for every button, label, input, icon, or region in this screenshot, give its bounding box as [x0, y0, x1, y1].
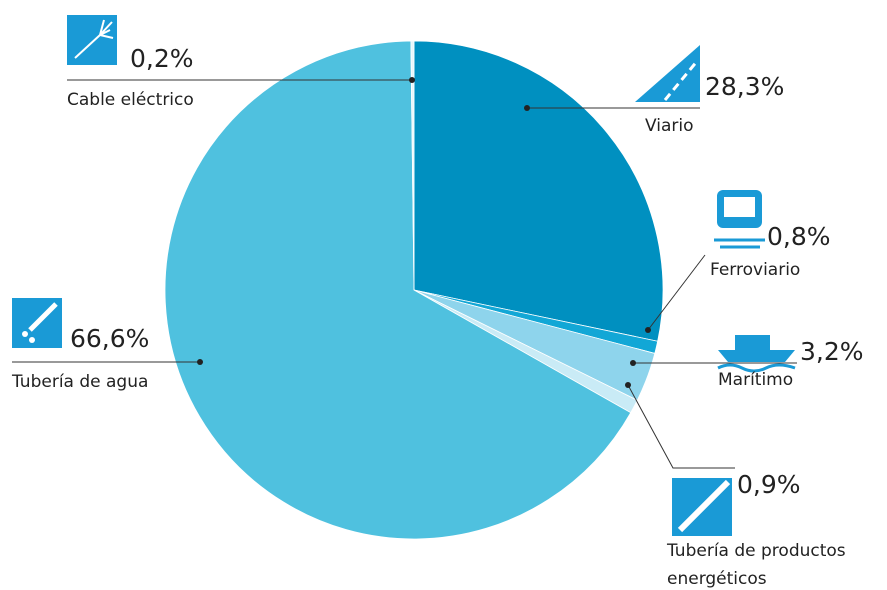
value-label: 0,9%: [737, 470, 801, 499]
pie-slice: [164, 40, 632, 540]
pie-slice: [413, 40, 664, 342]
category-label: Cable eléctrico: [67, 90, 194, 110]
leader-dot: [524, 105, 530, 111]
leader-dot: [197, 359, 203, 365]
leader-line: [627, 384, 735, 469]
category-label: Viario: [645, 116, 694, 136]
pie-slice: [410, 40, 415, 291]
value-label: 0,8%: [767, 222, 831, 251]
leader-line: [647, 254, 706, 331]
icon-pipe-water: [12, 298, 62, 348]
leader-dot: [625, 382, 631, 388]
category-label: Tubería de productos energéticos: [667, 541, 846, 589]
value-label: 0,2%: [130, 44, 194, 73]
icon-road: [635, 45, 700, 102]
icon-pipe-energy: [672, 478, 732, 536]
value-label: 3,2%: [800, 337, 864, 366]
category-label: Marítimo: [718, 370, 794, 390]
value-label: 28,3%: [705, 72, 785, 101]
value-label: 66,6%: [70, 324, 150, 353]
icon-ship: [717, 335, 796, 373]
icon-train: [714, 190, 765, 249]
leader-dot: [630, 360, 636, 366]
icon-cable: [67, 15, 117, 65]
leader-dot: [645, 327, 651, 333]
category-label: Ferroviario: [710, 260, 801, 280]
category-label: Tubería de agua: [12, 372, 149, 392]
leader-dot: [409, 77, 415, 83]
